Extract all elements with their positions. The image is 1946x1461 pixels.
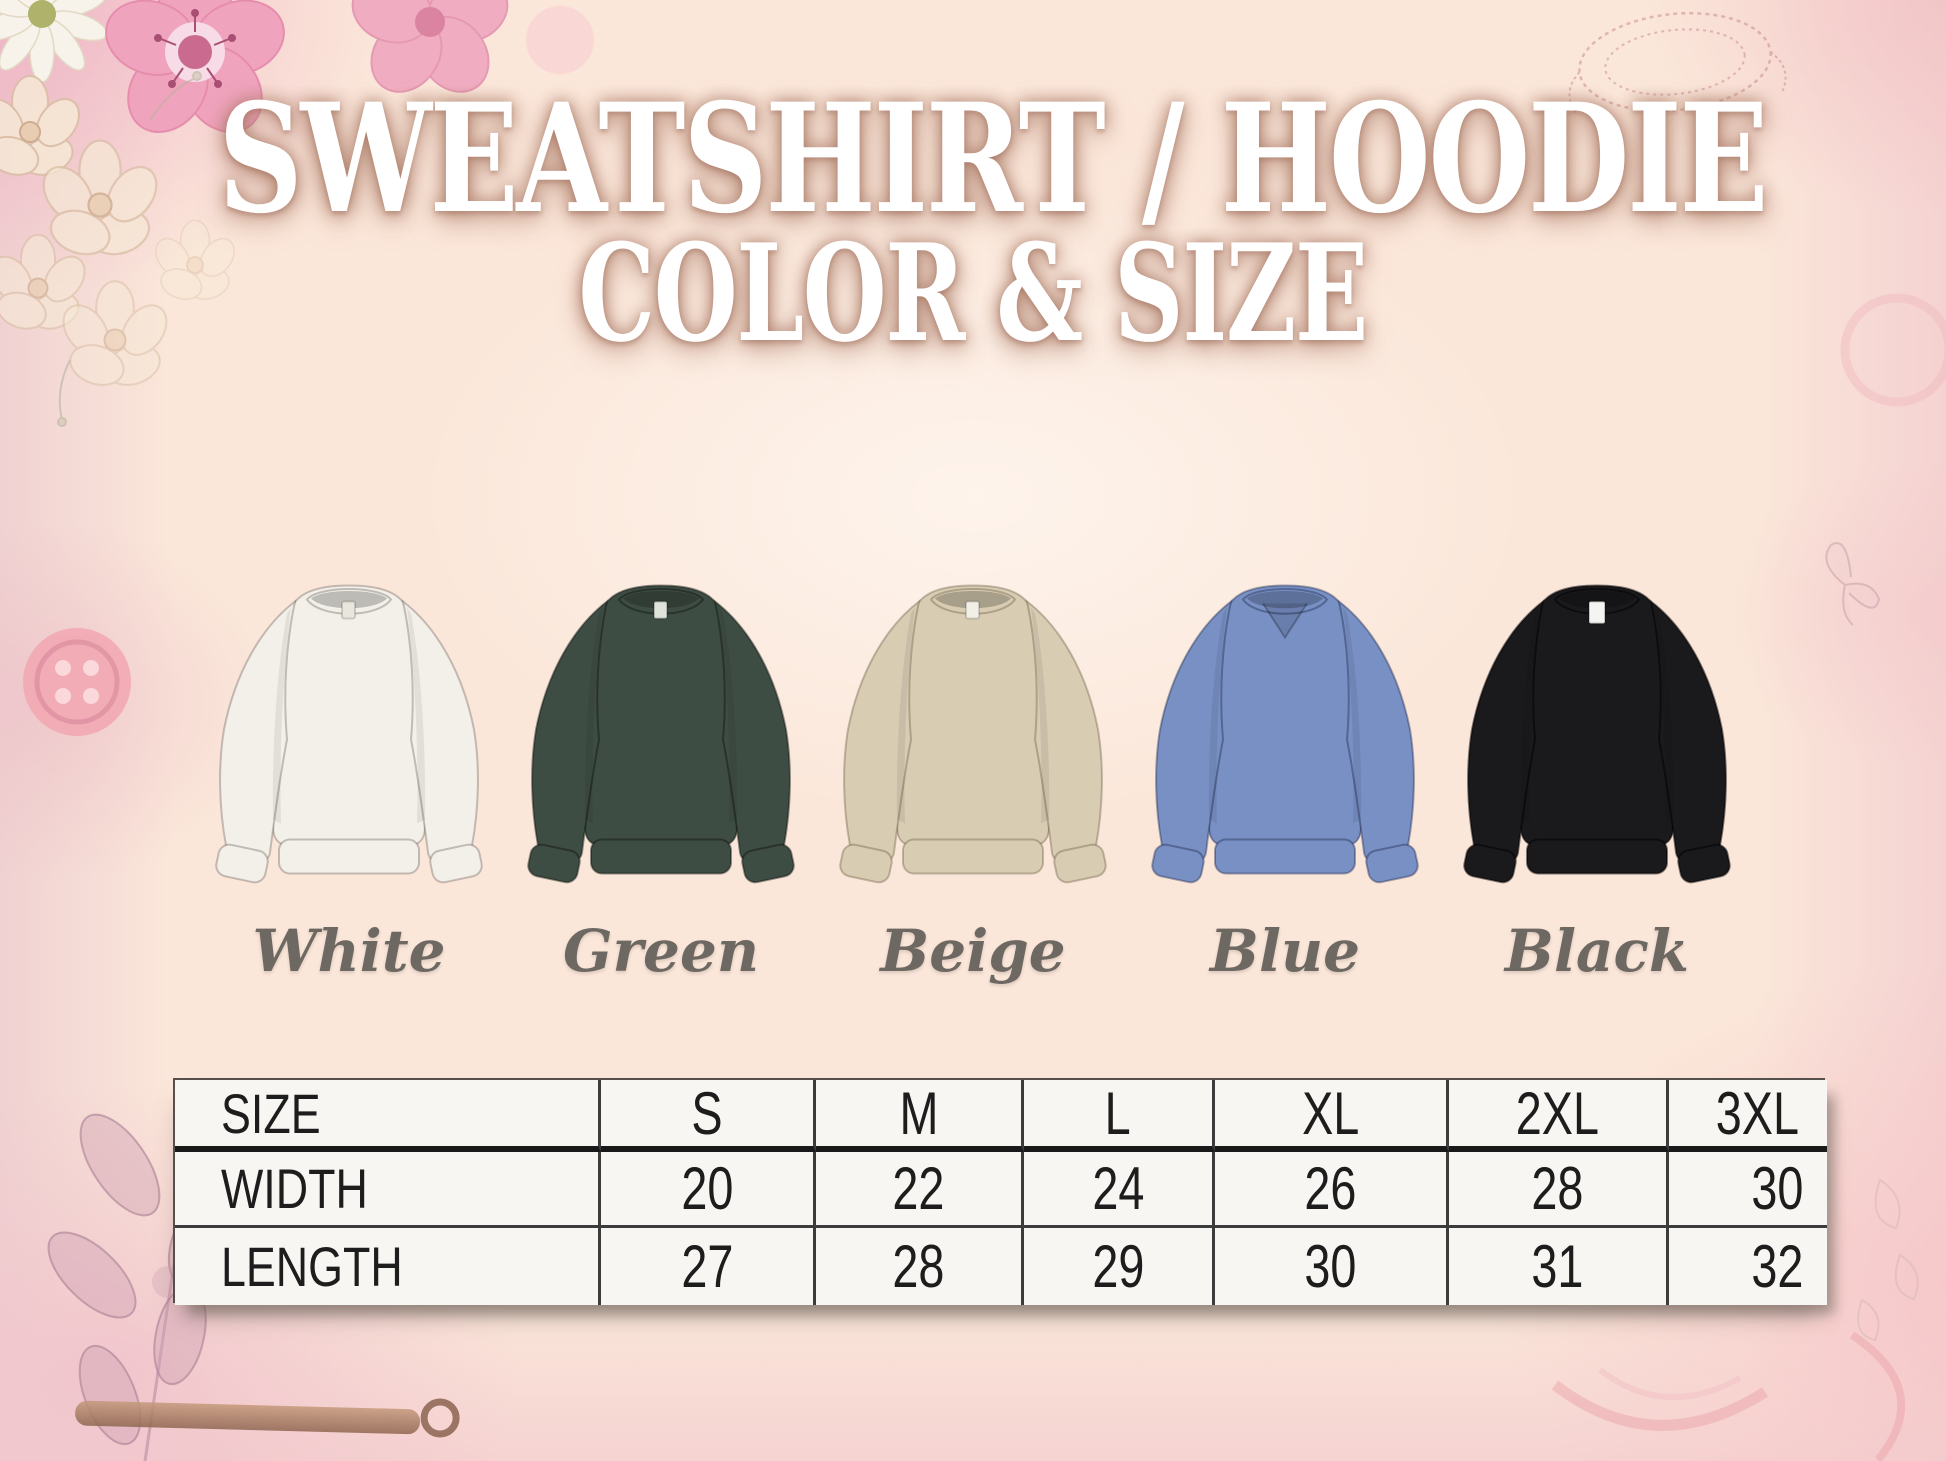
poster-title: SWEATSHIRT / HOODIE COLOR & SIZE [0, 84, 1946, 360]
size-chart-header-2xl: 2XL [1449, 1080, 1669, 1152]
sweatshirt-black-image [1461, 584, 1733, 886]
color-label-white: White [252, 917, 446, 985]
color-options-row: White Green Beige [194, 556, 1752, 980]
size-chart-length-l: 29 [1024, 1228, 1215, 1305]
sweatshirt-beige-image [837, 584, 1109, 886]
size-chart-row-length-label: LENGTH [175, 1228, 601, 1305]
color-label-beige: Beige [880, 917, 1066, 985]
size-chart-length-s: 27 [601, 1228, 816, 1305]
size-chart-width-3xl: 30 [1669, 1152, 1827, 1228]
size-chart-length-2xl: 31 [1449, 1228, 1669, 1305]
size-chart-row-width-label: WIDTH [175, 1152, 601, 1228]
size-chart-width-s: 20 [601, 1152, 816, 1228]
color-option-white: White [194, 556, 504, 980]
size-chart-length-xl: 30 [1215, 1228, 1449, 1305]
sweatshirt-green-image [525, 584, 797, 886]
size-chart-width-2xl: 28 [1449, 1152, 1669, 1228]
size-chart-width-xl: 26 [1215, 1152, 1449, 1228]
twig-icon [75, 1398, 460, 1438]
pink-blossom-icon [526, 6, 594, 74]
size-chart-header-s: S [601, 1080, 816, 1152]
color-option-blue: Blue [1130, 556, 1440, 980]
color-label-blue: Blue [1209, 917, 1361, 985]
color-option-green: Green [506, 556, 816, 980]
color-option-black: Black [1442, 556, 1752, 980]
sweatshirt-white-image [213, 584, 485, 886]
size-chart-header-size: SIZE [175, 1080, 601, 1152]
size-chart-width-m: 22 [816, 1152, 1024, 1228]
watercolor-arc [1551, 1331, 1906, 1461]
color-label-black: Black [1504, 917, 1690, 985]
title-line-2: COLOR & SIZE [578, 214, 1369, 372]
size-chart-table: SIZE S M L XL 2XL 3XL WIDTH 20 22 24 26 … [173, 1078, 1827, 1305]
size-chart-header-xl: XL [1215, 1080, 1449, 1152]
size-chart-header-l: L [1024, 1080, 1215, 1152]
color-option-beige: Beige [818, 556, 1128, 980]
size-chart-width-l: 24 [1024, 1152, 1215, 1228]
color-label-green: Green [562, 917, 760, 985]
size-chart-length-3xl: 32 [1669, 1228, 1827, 1305]
sweatshirt-blue-image [1149, 584, 1421, 886]
butterfly-icon [1825, 542, 1881, 626]
size-chart-length-m: 28 [816, 1228, 1024, 1305]
title-line-1: SWEATSHIRT / HOODIE [218, 71, 1768, 247]
size-chart-header-3xl: 3XL [1669, 1080, 1827, 1152]
size-chart-header-m: M [816, 1080, 1024, 1152]
button-icon [23, 628, 131, 736]
daisy-icon [0, 0, 108, 83]
leaf-sketch-icon [1857, 1178, 1919, 1342]
